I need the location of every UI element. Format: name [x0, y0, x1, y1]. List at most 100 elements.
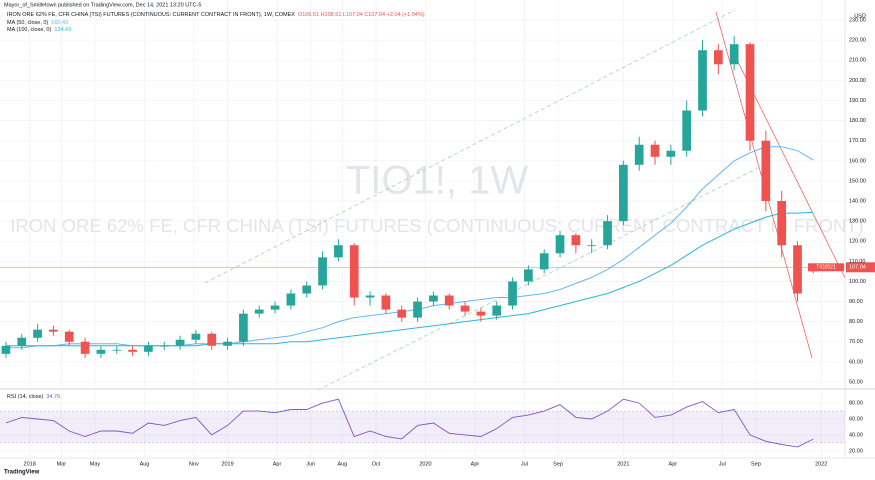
last-price: 107.04 [849, 265, 866, 271]
candle-body [682, 110, 692, 151]
candle-body [524, 269, 533, 282]
last-price-bg [846, 262, 875, 273]
y-tick-label: 140.00 [849, 198, 866, 204]
candle-body [793, 245, 802, 294]
x-tick-label: Jul [521, 461, 528, 467]
candle-body [207, 333, 217, 346]
candle-body [49, 329, 58, 332]
y-tick-label: 70.00 [849, 339, 863, 345]
legend-row: RSI (14, close) 34.76 [7, 394, 60, 400]
legend-row: MA (50, close, 0) 160.43 [7, 20, 68, 26]
unit-label: USD [854, 13, 866, 19]
x-tick-label: Sep [751, 461, 761, 467]
candle-body [619, 164, 628, 222]
candle-body [144, 345, 153, 352]
y-tick-label: 150.00 [849, 178, 866, 184]
x-tick-label: 2022 [815, 461, 827, 467]
y-tick-label: 220.00 [849, 38, 866, 44]
rsi-line [5, 398, 814, 448]
candle-body [112, 349, 122, 351]
legend-row: MA (100, close, 0) 134.43 [7, 27, 71, 33]
y-tick-label: 160.00 [849, 158, 866, 164]
y-tick-label: 80.00 [849, 319, 863, 325]
rsi-tick-label: 80.00 [849, 401, 863, 407]
candle-body [777, 201, 787, 246]
watermark: TIO1!, 1W [346, 159, 528, 203]
trend-line [204, 9, 736, 284]
legend-item: 160.43 [51, 20, 68, 26]
candle-body [318, 257, 327, 286]
x-tick-label: 2019 [221, 461, 233, 467]
y-tick-label: 190.00 [849, 98, 866, 104]
x-tick-label: Apr [273, 461, 282, 467]
price-tag: TIO2021 [816, 265, 836, 271]
candle-body [381, 295, 391, 310]
candle-body [223, 341, 232, 346]
footer-logo: TradingView [4, 470, 40, 476]
x-tick-label: Mar [57, 461, 67, 467]
x-tick-label: 2018 [24, 461, 36, 467]
candle-body [713, 50, 723, 65]
candle-body [270, 305, 280, 310]
rsi-tick-label: 60.00 [849, 416, 863, 422]
candle-body [254, 309, 264, 314]
x-tick-label: Jul [719, 461, 726, 467]
x-tick-label: Aug [337, 461, 347, 467]
candle-body [476, 311, 486, 316]
candle-body [334, 245, 343, 258]
x-tick-label: 2020 [419, 461, 431, 467]
rsi-band [0, 411, 845, 443]
candle-body [492, 305, 502, 316]
legend-item: O106.51 H108.51 L107.04 C107.04 +2.04 (+… [298, 12, 425, 18]
candle-body [666, 150, 676, 157]
candle-body [175, 339, 185, 346]
candle-body [302, 285, 312, 294]
y-tick-label: 200.00 [849, 78, 866, 84]
y-tick-label: 180.00 [849, 118, 866, 124]
y-tick-label: 90.00 [849, 299, 863, 305]
candle-body [239, 313, 248, 342]
candle-body [460, 305, 470, 312]
candle-body [587, 245, 597, 247]
legend-item: IRON ORE 62% FE, CFR CHINA (TSI) FUTURES… [7, 12, 295, 18]
candle-body [603, 221, 612, 246]
candle-body [413, 301, 422, 318]
y-tick-label: 110.00 [849, 259, 865, 265]
candle-body [191, 333, 201, 340]
candle-body [761, 140, 771, 202]
candle-body [698, 50, 707, 111]
candle-body [429, 295, 438, 302]
rsi-tick-label: 20.00 [849, 448, 863, 454]
x-tick-label: Apr [471, 461, 480, 467]
candle-body [96, 349, 106, 354]
candle-body [555, 235, 565, 254]
candle-body [634, 144, 644, 165]
y-tick-label: 50.00 [849, 379, 863, 385]
legend-item: RSI (14, close) [7, 394, 44, 400]
legend-item: MA (100, close, 0) [7, 27, 51, 33]
candle-body [17, 337, 27, 346]
candle-body [64, 331, 74, 342]
watermark-name: IRON ORE 62% FE, CFR CHINA (TSI) FUTURES… [10, 215, 863, 236]
candle-body [33, 329, 42, 338]
candle-body [397, 309, 407, 318]
y-tick-label: 100.00 [849, 279, 866, 285]
y-tick-label: 130.00 [849, 219, 866, 225]
y-tick-label: 230.00 [849, 18, 866, 24]
candle-body [159, 345, 169, 347]
x-tick-label: Apr [669, 461, 678, 467]
candle-body [508, 281, 517, 306]
x-tick-label: Oct [372, 461, 381, 467]
ma-line [5, 211, 814, 347]
legend-item: MA (50, close, 0) [7, 20, 48, 26]
y-tick-label: 170.00 [849, 138, 866, 144]
candle-body [286, 293, 296, 306]
y-tick-label: 210.00 [849, 58, 866, 64]
trend-line [317, 161, 771, 391]
candle-body [539, 253, 549, 270]
price-tag-bg [808, 263, 844, 272]
legend-row: IRON ORE 62% FE, CFR CHINA (TSI) FUTURES… [7, 12, 425, 18]
x-tick-label: Sep [553, 461, 563, 467]
